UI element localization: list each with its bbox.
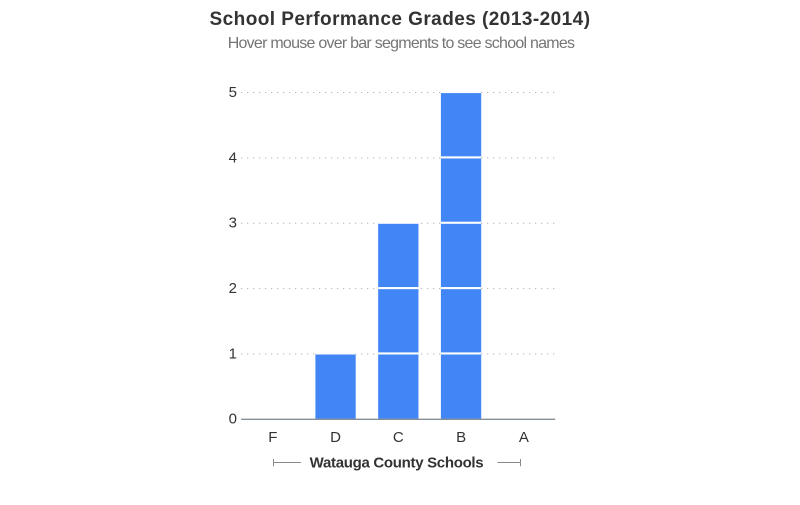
svg-text:A: A [519,429,529,446]
svg-text:Hover mouse over bar segments: Hover mouse over bar segments to see sch… [228,35,575,52]
svg-text:0: 0 [229,411,237,428]
svg-text:F: F [268,429,277,446]
svg-text:Watauga County Schools: Watauga County Schools [310,455,484,472]
svg-text:1: 1 [229,345,237,362]
svg-text:B: B [456,429,466,446]
svg-text:School Performance Grades (201: School Performance Grades (2013-2014) [210,9,591,30]
svg-text:C: C [393,429,404,446]
svg-text:D: D [330,429,341,446]
svg-text:4: 4 [229,149,237,166]
svg-text:3: 3 [229,215,237,232]
svg-text:2: 2 [229,280,237,297]
svg-text:5: 5 [229,84,237,101]
